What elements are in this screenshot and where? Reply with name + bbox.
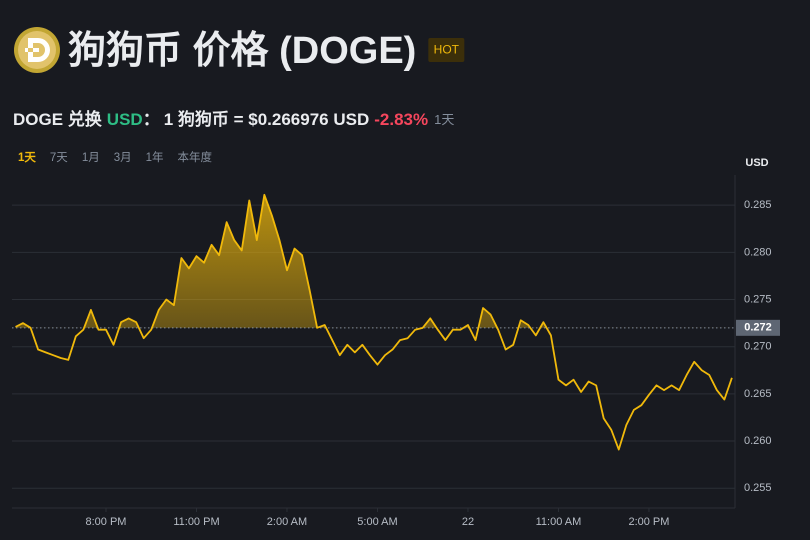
rate-base: DOGE 兑换: [13, 109, 103, 129]
icon-glyph: [25, 38, 50, 62]
rate-separator: ：: [143, 110, 160, 129]
hot-badge: HOT: [434, 43, 460, 57]
timeframe-tab[interactable]: 7天: [50, 152, 68, 164]
timeframe-tab[interactable]: 1月: [82, 152, 100, 164]
y-tick-label: 0.270: [744, 341, 772, 353]
y-tick-label: 0.260: [744, 435, 772, 447]
reference-label: 0.272: [744, 322, 772, 334]
x-tick-label: 11:00 PM: [173, 516, 219, 528]
price-line: [15, 193, 733, 451]
y-tick-label: 0.285: [744, 199, 772, 211]
y-tick-label: 0.280: [744, 246, 772, 258]
rate-period: 1天: [434, 112, 454, 127]
x-tick-label: 2:00 AM: [267, 516, 307, 528]
chart: USD 0.255 0.260 0.265 0.270 0.275 0.280 0.285 8:…: [12, 157, 780, 528]
badge-bg: [428, 38, 465, 62]
rate-change: -2.83%: [374, 110, 428, 129]
y-axis-label: USD: [745, 157, 768, 169]
y-tick-label: 0.265: [744, 388, 772, 400]
doge-icon: [14, 27, 60, 73]
x-tick-label: 5:00 AM: [357, 516, 397, 528]
y-tick-label: 0.275: [744, 293, 772, 305]
y-tick-label: 0.255: [744, 482, 772, 494]
timeframe-tab[interactable]: 本年度: [178, 150, 213, 164]
x-tick-label: 22: [462, 516, 474, 528]
x-tick-label: 8:00 PM: [86, 516, 127, 528]
x-tick-label: 11:00 AM: [536, 516, 582, 528]
reference-label-bg: [736, 319, 780, 336]
rate-amount: 1 狗狗币 = $0.266976 USD: [164, 109, 370, 129]
rate-line: DOGE 兑换 USD： 1 狗狗币 = $0.266976 USD -2.83% 1天: [13, 109, 454, 129]
page-title: 狗狗币 价格 (DOGE): [68, 30, 416, 72]
timeframe-tab[interactable]: 3月: [114, 152, 132, 164]
rate-quote: USD: [107, 110, 143, 129]
timeframe-tabs: 1天 7天 1月 3月 1年 本年度: [18, 150, 213, 164]
timeframe-tab[interactable]: 1年: [146, 150, 164, 164]
timeframe-tab[interactable]: 1天: [18, 151, 36, 164]
area-fill: [15, 194, 547, 328]
x-tick-label: 2:00 PM: [628, 516, 669, 528]
